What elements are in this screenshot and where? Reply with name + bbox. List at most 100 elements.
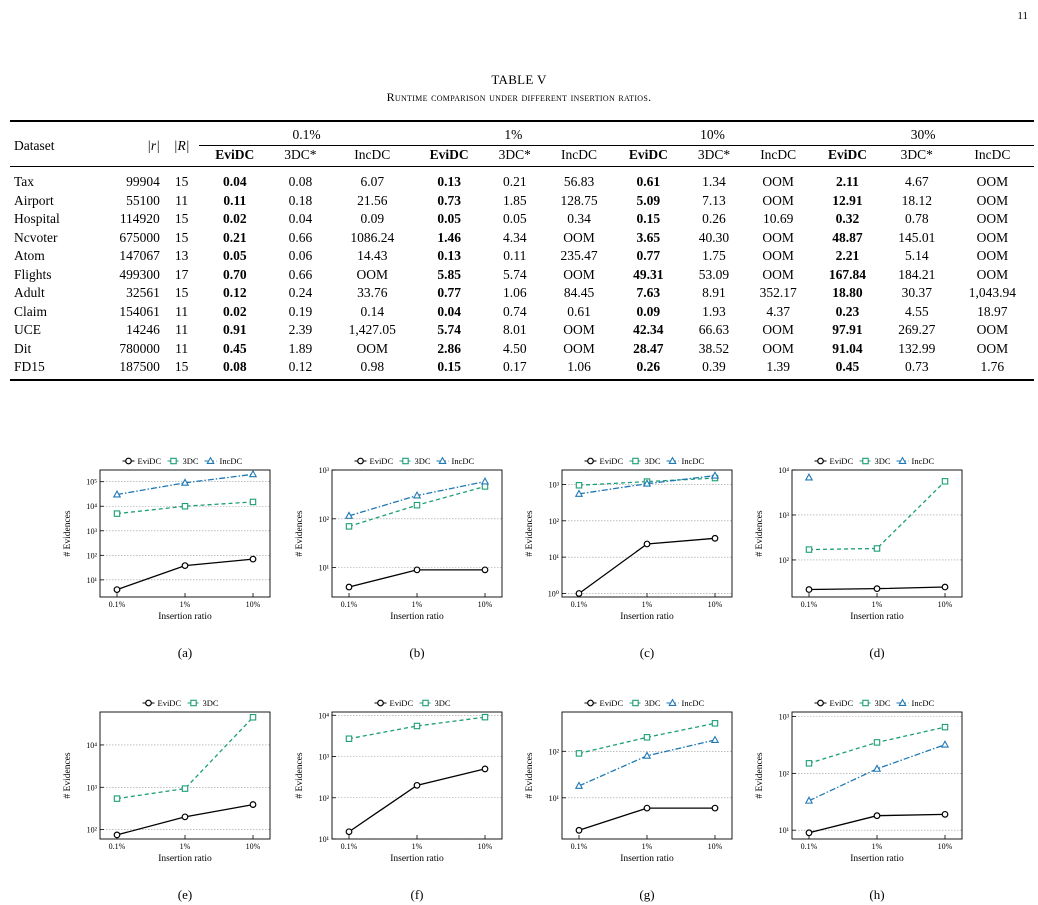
data-point	[575, 482, 583, 489]
table-cell: 5.74	[503, 266, 527, 282]
y-tick-label: 10¹	[87, 576, 98, 585]
cell-dataset: Hospital	[14, 211, 60, 226]
subfigure-label: (d)	[869, 645, 885, 660]
x-tick-label: 1%	[642, 842, 653, 851]
header-r: |r|	[90, 120, 164, 167]
table-cell: 0.26	[702, 211, 726, 226]
legend-label: 3DC	[415, 456, 431, 466]
table-cell: 4.37	[766, 303, 790, 319]
table-cell: 0.04	[288, 211, 313, 226]
table-cell: 53.09	[698, 266, 730, 282]
data-point	[412, 490, 422, 499]
table-cell: 8.91	[702, 285, 726, 300]
series-evidc	[575, 534, 719, 597]
table-cell: 0.61	[636, 174, 661, 189]
data-point	[872, 764, 882, 772]
table-cell: 6.07	[360, 174, 385, 189]
y-tick-label: 10⁵	[86, 478, 97, 487]
legend-label: 3DC	[203, 698, 219, 708]
table-cell: 0.77	[437, 285, 461, 300]
legend-label: EviDC	[600, 698, 624, 708]
table-cell: 235.47	[560, 248, 598, 263]
table-cell: 40.30	[698, 229, 730, 245]
table-cell: 2.39	[288, 322, 313, 337]
table-cell: OOM	[563, 322, 595, 337]
legend-item-evidc: EviDC	[814, 698, 853, 708]
cell-R: 11	[175, 340, 189, 356]
plot-frame	[99, 469, 271, 598]
data-point	[873, 739, 881, 746]
data-point	[113, 795, 121, 802]
y-tick-label: 10²	[549, 517, 560, 526]
x-tick-label: 1%	[872, 600, 883, 609]
table-title: TABLE V	[491, 72, 547, 87]
x-axis-label: Insertion ratio	[158, 612, 212, 622]
table-cell: 0.61	[567, 303, 591, 319]
cell-r: 99904	[126, 174, 160, 189]
table-cell: OOM	[563, 340, 595, 356]
header-method-3dc: 3DC*	[270, 145, 331, 167]
subfigure-label: (g)	[639, 887, 655, 902]
table-cell: 1,043.94	[968, 285, 1016, 300]
data-point	[181, 502, 189, 510]
table-row: Hospital 114920 15 0.02 0.04 0.09 0.05 0.05 0.34…	[10, 210, 1034, 229]
series-3dc	[805, 723, 949, 767]
y-axis-label: # Evidences	[295, 752, 305, 798]
data-point	[643, 734, 651, 741]
data-point	[113, 831, 121, 839]
x-tick-label: 1%	[412, 600, 423, 609]
y-tick-label: 10³	[779, 713, 790, 722]
table-cell: 0.18	[288, 192, 313, 208]
series-3dc	[575, 720, 719, 757]
legend-item-incdc: IncDC	[436, 456, 474, 466]
x-axis: 0.1% 1% 10%	[801, 835, 953, 851]
y-tick-label: 10¹	[319, 835, 330, 844]
cell-r: 499300	[119, 266, 160, 282]
table-cell: OOM	[762, 229, 794, 245]
chart-e: EviDC 3DC 10² 10³ 10⁴ 0.1% 1% 10% Insertion rati…	[63, 698, 271, 864]
cell-R: 15	[174, 211, 189, 226]
legend-marker	[125, 457, 132, 465]
x-axis-label: Insertion ratio	[390, 854, 444, 864]
legend-label: EviDC	[158, 698, 182, 708]
header-method-incdc: IncDC	[330, 145, 414, 167]
y-tick-label: 10¹	[779, 826, 790, 835]
legend-item-evidc: EviDC	[122, 456, 161, 466]
table-cell: 0.12	[270, 358, 331, 381]
data-point	[642, 479, 652, 487]
data-point	[413, 501, 421, 509]
cell-r: 187500	[90, 358, 164, 381]
legend-item-incdc: IncDC	[896, 456, 934, 466]
table-cell: OOM	[976, 229, 1009, 245]
table-cell: OOM	[563, 266, 595, 282]
legend-item-incdc: IncDC	[666, 698, 704, 708]
x-axis-label: Insertion ratio	[390, 612, 444, 622]
legend-marker	[145, 699, 152, 707]
legend-label: EviDC	[390, 698, 414, 708]
legend-item-incdc: IncDC	[896, 698, 934, 708]
table-cell: 167.84	[828, 266, 867, 282]
legend-item-3dc: 3DC	[629, 698, 661, 708]
table-cell: 0.24	[288, 285, 313, 300]
legend-item-evidc: EviDC	[142, 698, 182, 708]
page-number: 11	[1017, 10, 1028, 22]
header-method-evidc: EviDC	[812, 145, 883, 167]
table-cell: 1.46	[437, 229, 461, 245]
x-tick-label: 10%	[938, 842, 953, 851]
table-row: UCE 14246 11 0.91 2.39 1,427.05 5.74 8.01 OOM 42.…	[10, 321, 1034, 340]
table-row: Dit 780000 11 0.45 1.89 OOM 2.86 4.50 OOM 28.47 38…	[10, 340, 1034, 359]
cell-dataset: FD15	[10, 358, 91, 381]
header-method-evidc: EviDC	[199, 145, 271, 167]
legend-marker	[170, 457, 177, 465]
table-cell: 0.02	[222, 303, 247, 319]
table-cell: 0.17	[484, 358, 546, 381]
legend-label: 3DC	[645, 698, 661, 708]
series-line	[116, 501, 254, 515]
y-axis: 10¹ 10² 10³	[319, 466, 502, 573]
legend-label: 3DC	[875, 698, 891, 708]
header-R: |R|	[163, 120, 200, 167]
legend-marker	[206, 456, 215, 464]
legend-marker	[438, 456, 447, 464]
data-point	[710, 471, 720, 479]
y-tick-label: 10³	[549, 480, 560, 489]
